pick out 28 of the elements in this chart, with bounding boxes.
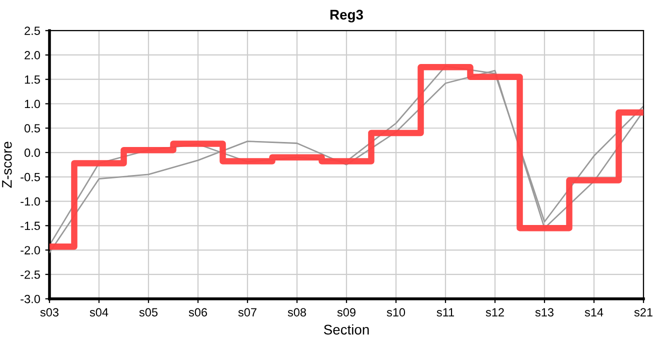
x-tick-label: s05 bbox=[139, 308, 158, 316]
x-tick-label: s14 bbox=[584, 308, 604, 316]
y-tick-label: 2.0 bbox=[24, 51, 40, 60]
y-tick-label: -2.5 bbox=[20, 270, 40, 279]
y-tick-label: -2.0 bbox=[20, 246, 40, 254]
x-tick-label: s10 bbox=[386, 308, 406, 316]
x-tick-label: s03 bbox=[40, 308, 58, 316]
x-tick-label: s13 bbox=[535, 308, 554, 316]
x-tick-label: s04 bbox=[90, 308, 108, 316]
y-tick-label: -1.5 bbox=[20, 222, 40, 230]
y-tick-label: 2.5 bbox=[24, 26, 40, 35]
x-axis-title: Section bbox=[324, 324, 369, 335]
x-tick-label: s21 bbox=[634, 308, 652, 316]
x-tick-label: s09 bbox=[337, 308, 356, 316]
y-tick-label: -1.0 bbox=[20, 197, 40, 206]
x-tick-label: s08 bbox=[288, 308, 306, 316]
x-tick-label: s12 bbox=[486, 308, 504, 316]
x-tick-label: s06 bbox=[188, 308, 207, 316]
y-tick-label: -0.5 bbox=[20, 172, 40, 182]
x-tick-label: s07 bbox=[238, 308, 256, 316]
y-axis-title: Z-score bbox=[2, 142, 12, 188]
x-tick-label: s11 bbox=[436, 308, 454, 316]
chart-title: Reg3 bbox=[330, 10, 363, 22]
y-tick-label: 1.5 bbox=[24, 76, 40, 84]
y-tick-label: 1.0 bbox=[24, 100, 40, 108]
y-tick-label: -3.0 bbox=[20, 294, 40, 304]
y-tick-label: 0.0 bbox=[24, 148, 40, 157]
y-tick-label: 0.5 bbox=[24, 124, 40, 133]
